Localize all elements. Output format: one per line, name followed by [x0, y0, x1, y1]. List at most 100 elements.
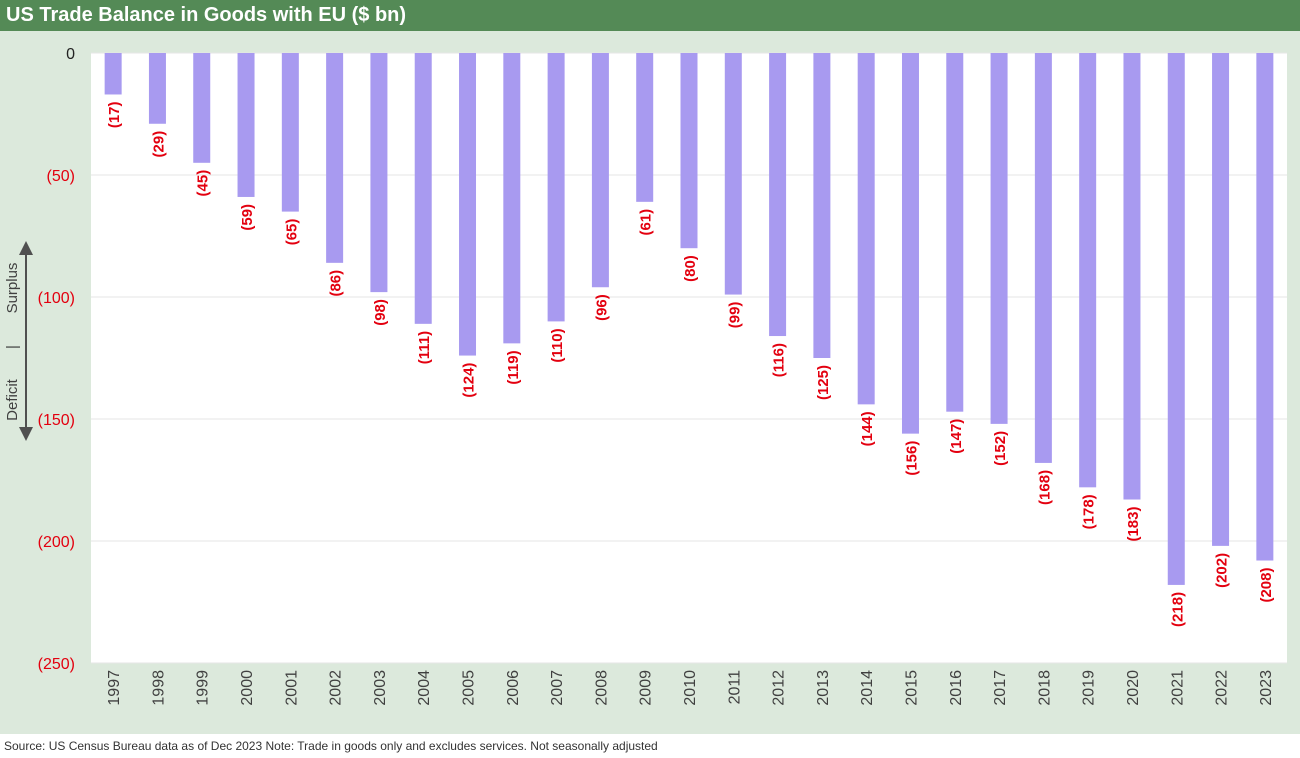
bar	[503, 53, 521, 344]
x-tick-label: 1999	[195, 670, 212, 706]
data-label: (110)	[549, 328, 566, 362]
y-tick-label: (150)	[38, 412, 75, 429]
data-label: (208)	[1258, 568, 1275, 603]
x-tick-label: 2007	[549, 670, 566, 706]
x-tick-label: 2012	[771, 670, 788, 706]
x-tick-label: 2005	[461, 670, 478, 706]
y-tick-label: (50)	[47, 168, 75, 185]
data-labels: (17) (29) (45) (59) (65) (86) (98) (111) (124) (1…	[106, 101, 1275, 626]
data-label: (144)	[859, 411, 876, 446]
x-tick-label: 2019	[1081, 670, 1098, 706]
arrow-up-icon	[19, 241, 33, 255]
x-tick-label: 2004	[416, 670, 433, 706]
data-label: (152)	[992, 431, 1009, 466]
data-label: (61)	[638, 209, 655, 236]
bar	[414, 53, 432, 324]
data-label: (119)	[505, 350, 522, 384]
bar	[946, 53, 964, 412]
x-tick-label: 2011	[726, 670, 743, 705]
x-tick-label: 2001	[283, 670, 300, 706]
bar	[724, 53, 742, 295]
bar	[1123, 53, 1141, 500]
bar	[104, 53, 122, 95]
data-label: (45)	[195, 170, 212, 197]
data-label: (96)	[593, 294, 610, 321]
data-label: (59)	[239, 204, 256, 231]
y-tick-label: (100)	[38, 290, 75, 307]
surplus-label: Surplus	[4, 263, 21, 314]
bar	[1212, 53, 1230, 546]
x-tick-label: 2022	[1214, 670, 1231, 706]
data-label: (202)	[1214, 553, 1231, 588]
x-tick-label: 2013	[815, 670, 832, 706]
data-label: (116)	[771, 343, 788, 377]
x-tick-label: 2002	[328, 670, 345, 706]
data-label: (65)	[283, 219, 300, 246]
data-label: (156)	[903, 441, 920, 476]
bar	[547, 53, 565, 322]
side-divider: |	[4, 345, 21, 349]
data-label: (178)	[1081, 494, 1098, 529]
x-tick-label: 2014	[859, 670, 876, 706]
bar	[769, 53, 787, 337]
x-tick-label: 2021	[1169, 670, 1186, 706]
data-label: (29)	[150, 131, 167, 158]
data-label: (218)	[1169, 592, 1186, 627]
x-tick-label: 2003	[372, 670, 389, 706]
bar-series	[104, 53, 1274, 585]
bar	[370, 53, 388, 293]
chart-title: US Trade Balance in Goods with EU ($ bn)	[0, 0, 1300, 31]
bar	[813, 53, 831, 358]
bar	[148, 53, 166, 124]
bar	[1034, 53, 1052, 463]
x-tick-label: 2016	[948, 670, 965, 706]
bar	[281, 53, 299, 212]
bar	[591, 53, 609, 288]
bar	[459, 53, 477, 356]
bar	[680, 53, 698, 249]
x-tick-label: 2008	[593, 670, 610, 706]
bar	[326, 53, 344, 263]
x-axis: 1997 1998 1999 2000 2001 2002 2003 2004 2005 2006…	[106, 670, 1275, 706]
x-tick-label: 2015	[903, 670, 920, 706]
data-label: (111)	[416, 331, 433, 364]
y-tick-label: 0	[66, 46, 75, 63]
bar	[857, 53, 875, 405]
x-tick-label: 2000	[239, 670, 256, 706]
x-tick-label: 1997	[106, 670, 123, 706]
data-label: (147)	[948, 419, 965, 454]
data-label: (86)	[328, 270, 345, 297]
x-tick-label: 2023	[1258, 670, 1275, 706]
y-tick-label: (250)	[38, 656, 75, 673]
bar	[990, 53, 1008, 424]
data-label: (125)	[815, 365, 832, 400]
data-label: (80)	[682, 255, 699, 282]
bar	[1079, 53, 1097, 488]
surplus-deficit-indicator: Surplus | Deficit	[4, 241, 33, 441]
bar	[237, 53, 255, 197]
data-label: (98)	[372, 299, 389, 326]
bar	[1256, 53, 1274, 561]
x-tick-label: 2009	[638, 670, 655, 706]
y-tick-label: (200)	[38, 534, 75, 551]
deficit-label: Deficit	[4, 378, 21, 421]
data-label: (124)	[461, 363, 478, 398]
data-label: (183)	[1125, 507, 1142, 542]
arrow-down-icon	[19, 427, 33, 441]
x-tick-label: 2017	[992, 670, 1009, 706]
data-label: (168)	[1036, 470, 1053, 505]
x-tick-label: 2006	[505, 670, 522, 706]
x-tick-label: 1998	[150, 670, 167, 706]
data-label: (17)	[106, 101, 123, 128]
bar	[901, 53, 919, 434]
bar	[193, 53, 211, 163]
data-label: (99)	[726, 302, 743, 329]
bar	[1167, 53, 1185, 585]
y-axis: 0 (50) (100) (150) (200) (250)	[38, 46, 75, 673]
x-tick-label: 2010	[682, 670, 699, 706]
x-tick-label: 2020	[1125, 670, 1142, 706]
x-tick-label: 2018	[1036, 670, 1053, 706]
bar	[636, 53, 654, 202]
source-note: Source: US Census Bureau data as of Dec …	[4, 739, 658, 753]
